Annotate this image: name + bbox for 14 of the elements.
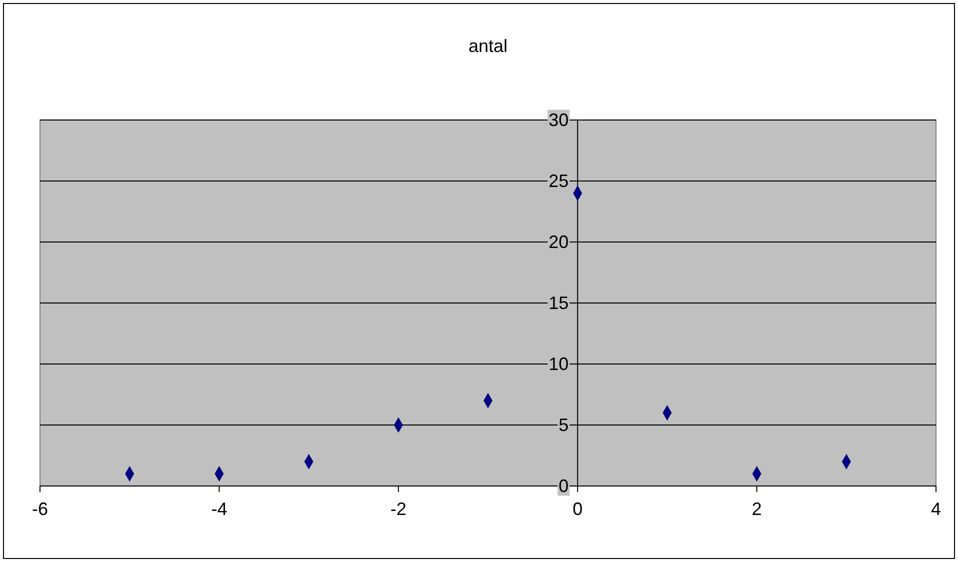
y-tick-label: 5 [558,414,569,435]
y-tick-label: 30 [548,110,569,130]
y-tick-label: 10 [548,354,569,374]
x-tick-label: -2 [390,498,406,519]
y-tick-label: 25 [548,170,569,191]
x-tick-label: -6 [32,498,48,519]
x-tick-label: 4 [930,498,942,519]
y-tick-label: 0 [558,476,569,496]
x-tick-label: 2 [752,498,762,519]
x-tick-label: 0 [572,498,583,519]
chart-title: antal [468,36,508,56]
y-tick-label: 20 [548,232,569,252]
y-tick-label: 15 [548,292,569,313]
x-tick-label: -4 [211,498,228,519]
